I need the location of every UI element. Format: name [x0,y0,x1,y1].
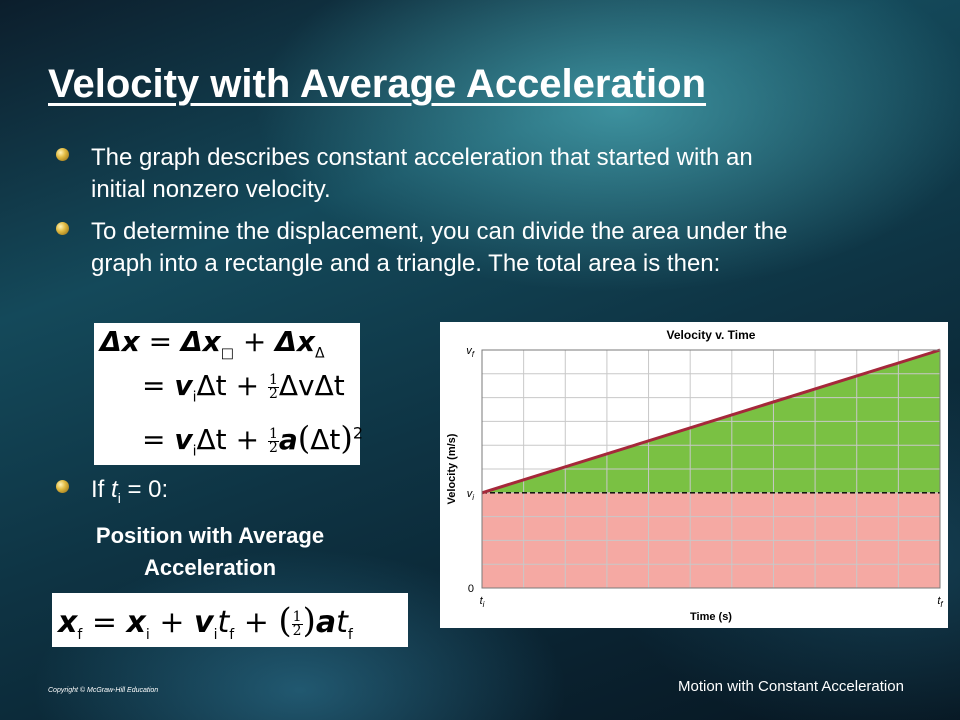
bullet-item: If ti = 0: [56,474,168,514]
bullet-text: To determine the displacement, you can d… [91,218,788,277]
x-tick-label: ti [480,595,485,609]
displacement-equation-box: Δx = Δx□ + ΔxΔ = viΔt + 1 2 ΔvΔt = viΔt + … [94,323,364,465]
equation-line-3: = viΔt + 1 2 a(Δt)2 [142,419,364,460]
footer-text: Motion with Constant Acceleration [678,678,904,695]
bullet-icon [56,222,69,235]
position-equation: xf = xi + vitf + (1 2)atf [58,601,353,643]
y-tick-label: 0 [468,583,474,595]
y-tick-label: vf [466,345,475,359]
triangle-area [482,350,940,493]
formula-title: Position with Average Acceleration [95,523,325,580]
velocity-line [481,348,941,495]
bullet-text: The graph describes constant acceleratio… [91,144,753,203]
equation-line-1: Δx = Δx□ + ΔxΔ [100,325,325,362]
y-axis-label: Velocity (m/s) [446,433,458,504]
y-tick-label: vi [467,488,475,502]
bullet-item: To determine the displacement, you can d… [56,216,826,280]
bullet-item: The graph describes constant acceleratio… [56,142,796,206]
velocity-time-chart: Velocity v. Time Time (s) Velocity (m/s) 0 v… [440,322,948,628]
copyright-text: Copyright © McGraw-Hill Education [48,687,159,694]
bullet-icon [56,480,69,493]
position-equation-box: xf = xi + vitf + (1 2)atf [52,593,408,647]
x-tick-label: tf [937,595,943,609]
chart-title: Velocity v. Time [667,328,756,342]
bullet-text: If ti = 0: [91,476,169,506]
chart-svg: Velocity v. Time Time (s) Velocity (m/s) 0 v… [446,328,943,623]
plot-border [481,349,941,589]
bullet-icon [56,148,69,161]
equation-line-2: = viΔt + 1 2 ΔvΔt [142,369,345,406]
slide-title: Velocity with Average Acceleration [48,62,707,106]
x-axis-label: Time (s) [690,611,732,623]
